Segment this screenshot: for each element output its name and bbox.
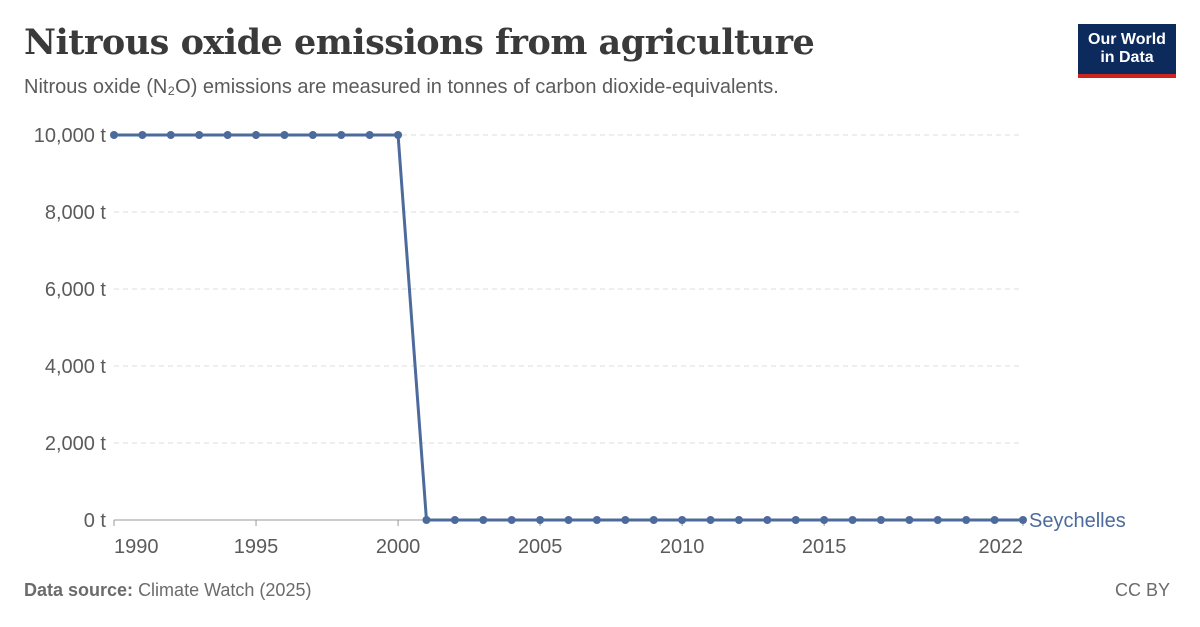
data-point	[166, 131, 175, 139]
logo-line-1: Our World	[1088, 31, 1166, 48]
data-point	[280, 131, 289, 139]
data-point	[337, 131, 346, 139]
data-point	[990, 516, 999, 524]
chart-subtitle: Nitrous oxide (N₂O) emissions are measur…	[24, 76, 779, 98]
series-line	[114, 133, 1023, 522]
logo-line-2: in Data	[1100, 49, 1154, 66]
data-point	[933, 516, 942, 524]
data-point	[706, 516, 715, 524]
data-point	[564, 516, 573, 524]
owid-logo[interactable]: Our World in Data	[1078, 24, 1176, 78]
license-label[interactable]: CC BY	[1114, 580, 1170, 600]
x-tick-label: 1995	[234, 536, 279, 558]
data-source: Data source: Climate Watch (2025)	[24, 580, 311, 601]
data-point	[252, 131, 261, 139]
data-point	[876, 516, 885, 524]
x-tick-label: 2005	[518, 536, 563, 558]
data-point	[507, 516, 516, 524]
data-point	[1019, 516, 1027, 524]
data-point	[394, 131, 403, 139]
data-point	[365, 131, 374, 139]
y-tick-label: 6,000 t	[45, 279, 107, 301]
y-tick-label: 4,000 t	[45, 356, 107, 378]
data-point	[649, 516, 658, 524]
data-point	[536, 516, 545, 524]
x-tick-label: 1990	[114, 536, 159, 558]
series-label[interactable]: Seychelles	[1029, 510, 1126, 532]
data-point	[195, 131, 204, 139]
data-point	[962, 516, 971, 524]
x-tick-label: 2022	[979, 536, 1024, 558]
data-point	[592, 516, 601, 524]
data-point	[138, 131, 147, 139]
x-tick-label: 2015	[802, 536, 847, 558]
data-point	[479, 516, 488, 524]
y-tick-label: 2,000 t	[45, 433, 107, 455]
data-point	[791, 516, 800, 524]
data-source-value[interactable]: Climate Watch (2025)	[138, 580, 312, 600]
y-tick-label: 8,000 t	[45, 202, 107, 224]
data-point	[450, 516, 459, 524]
data-point	[223, 131, 232, 139]
data-point	[678, 516, 687, 524]
data-point	[820, 516, 829, 524]
data-point	[422, 516, 431, 524]
data-point	[848, 516, 857, 524]
data-point	[621, 516, 630, 524]
data-point	[308, 131, 317, 139]
x-tick-label: 2000	[376, 536, 421, 558]
data-source-label: Data source:	[24, 580, 134, 600]
data-point	[734, 516, 743, 524]
x-tick-label: 2010	[660, 536, 705, 558]
data-point	[905, 516, 914, 524]
data-point	[110, 131, 118, 139]
chart-title: Nitrous oxide emissions from agriculture	[24, 22, 815, 63]
y-tick-label: 0 t	[84, 510, 107, 532]
y-tick-label: 10,000 t	[34, 125, 107, 147]
data-point	[763, 516, 772, 524]
